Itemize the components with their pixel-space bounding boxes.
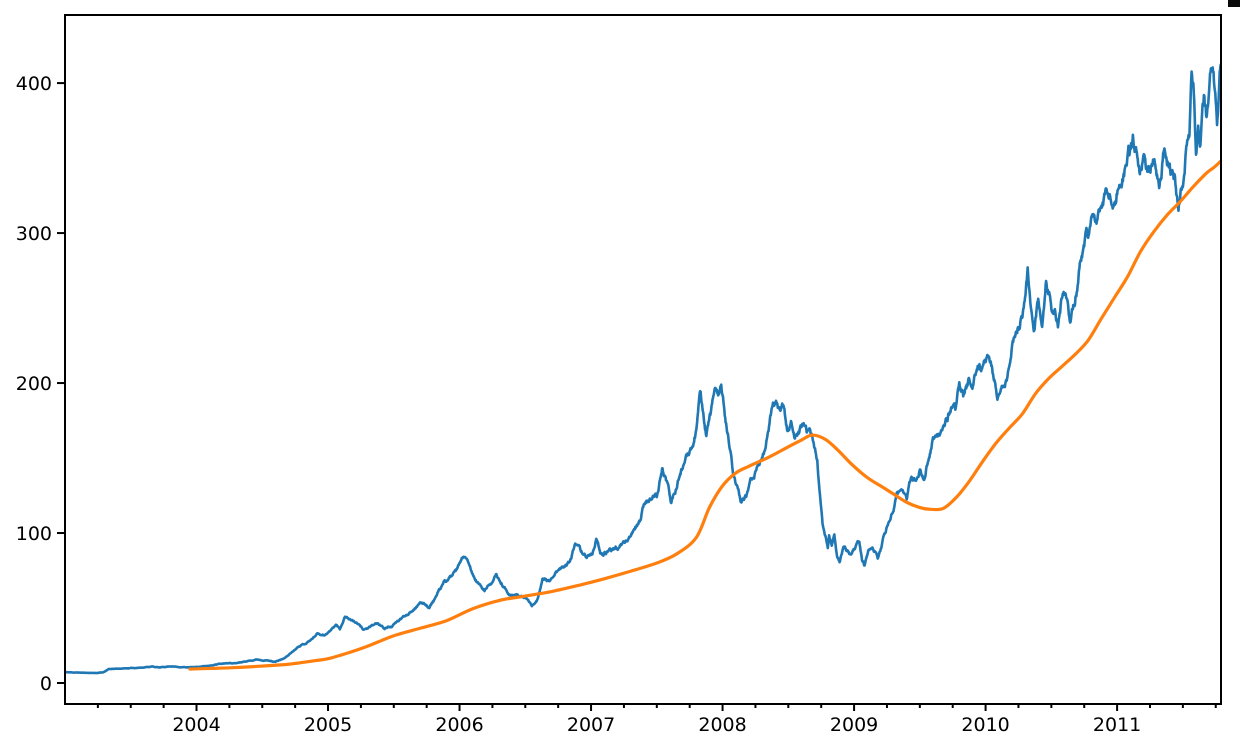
plot-spines	[64, 14, 1222, 705]
x-tick-label: 2007	[567, 714, 615, 736]
x-tick-label: 2004	[172, 714, 220, 736]
y-tick-label: 400	[16, 73, 52, 95]
y-tick-label: 100	[16, 523, 52, 545]
y-tick-label: 0	[40, 673, 52, 695]
x-tick-label: 2008	[698, 714, 746, 736]
moving-average-line	[188, 158, 1221, 671]
y-tick-label: 200	[16, 373, 52, 395]
x-tick-label: 2005	[304, 714, 352, 736]
x-tick-label: 2010	[961, 714, 1009, 736]
x-tick-label: 2009	[830, 714, 878, 736]
clipped-window-artifact	[1228, 0, 1240, 7]
y-tick-label: 300	[16, 223, 52, 245]
x-tick-label: 2011	[1093, 714, 1141, 736]
axis-ticks	[57, 82, 1217, 711]
x-tick-label: 2006	[435, 714, 483, 736]
axis-tick-labels: 2004 2005 2006 2007 2008 2009 2010 2011 0 100 200 3…	[16, 73, 1142, 736]
price-line	[65, 49, 1221, 675]
